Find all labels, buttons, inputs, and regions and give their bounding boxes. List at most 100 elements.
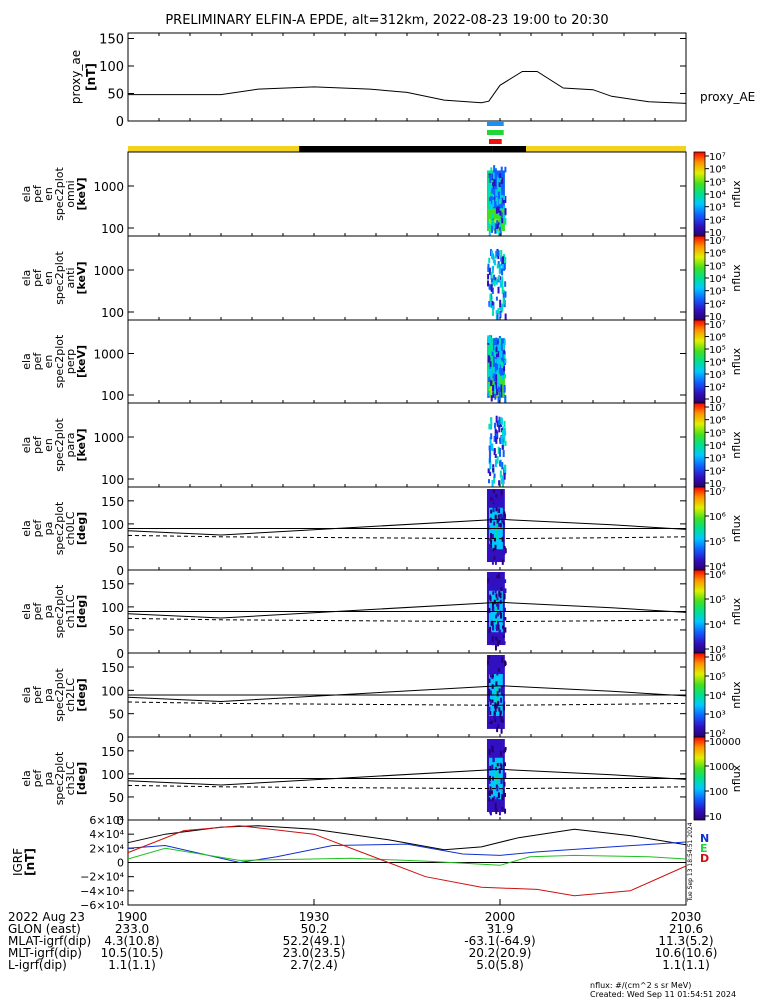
colorbar-label: nflux <box>730 764 743 792</box>
zone-bar-blue <box>486 121 504 126</box>
spectrogram-pixel <box>496 691 499 697</box>
spectrogram-pixel <box>490 352 493 357</box>
spectrogram-pixel <box>497 508 500 513</box>
spectrogram-pixel <box>493 476 496 484</box>
spectrogram-pixel <box>497 286 500 294</box>
spectrogram-pixel <box>489 462 492 470</box>
spectrogram-pixel <box>491 636 494 642</box>
igrf-side-label: Tue Sep 13 18:54:51 2024 <box>687 822 694 902</box>
spectrogram-pixel <box>499 470 502 478</box>
spectrogram-pixel <box>493 599 496 605</box>
spectrogram-pixel <box>503 472 506 480</box>
panel-ela_pef_pa_spec2plot_ch2LC: 050100150elapefpaspec2plotch2LC[deg]10²1… <box>20 652 743 745</box>
spectrogram-pixel <box>494 544 497 550</box>
bottom-row-value: 2.7(2.4) <box>290 958 338 972</box>
spectrogram-pixel <box>492 384 495 392</box>
antiloss-cone-line <box>127 701 687 706</box>
spectrogram-pixel <box>503 354 506 359</box>
spectrogram-pixel <box>488 688 491 695</box>
spectrogram-pixel <box>492 172 495 179</box>
spectrogram-pixel <box>504 440 507 446</box>
spectrogram-pixel <box>502 289 505 295</box>
spectrogram-pixel <box>503 593 506 600</box>
y-tick-label: 150 <box>101 745 124 759</box>
spectrogram-pixel <box>501 276 504 284</box>
colorbar-tick-label: 10⁷ <box>709 152 726 163</box>
spectrogram-pixel <box>498 275 501 281</box>
spectrogram-pixel <box>493 796 496 803</box>
spectrogram-pixel <box>497 222 500 228</box>
colorbar-tick-label: 10³ <box>709 370 726 381</box>
spectrogram-pixel <box>500 697 503 703</box>
spectrogram-pixel <box>488 267 491 276</box>
spectrogram-pixel <box>494 349 497 358</box>
y-tick-label: 1000 <box>93 180 124 194</box>
spectrogram-pixel <box>493 537 496 542</box>
sunlight-bar-2 <box>526 146 686 152</box>
spectrogram-pixel <box>504 281 507 287</box>
spectrogram-core <box>494 513 497 541</box>
panel-ylabel: pef <box>31 519 44 538</box>
spectrogram-pixel <box>491 305 494 310</box>
spectrogram-pixel <box>490 250 493 259</box>
spectrogram-pixel <box>492 661 495 667</box>
colorbar-tick-label: 10⁶ <box>709 653 726 664</box>
spectrogram-pixel <box>487 659 490 665</box>
spectrogram-pixel <box>498 185 501 192</box>
proxy-ae-tick-label: 50 <box>107 88 124 103</box>
panel-igrf: −6×10⁴−4×10⁴−2×10⁴02×10⁴4×10⁴6×10⁴NEDIGR… <box>11 814 709 912</box>
spectrogram-pixel <box>498 707 501 712</box>
spectrogram-pixel <box>500 685 503 691</box>
colorbar-tick-label: 10³ <box>709 287 726 298</box>
spectrogram-pixel <box>490 620 493 626</box>
spectrogram-pixel <box>504 579 507 584</box>
spectrogram-pixel <box>498 480 501 485</box>
spectrogram-pixel <box>503 205 506 210</box>
bottom-row-value: 11.3(5.2) <box>658 934 713 948</box>
y-tick-label: 150 <box>101 495 124 509</box>
spectrogram-pixel <box>490 271 493 279</box>
panel-ela_pef_en_spec2plot_para: 1001000elapefenspec2plotpara[keV]1010²10… <box>20 402 743 490</box>
y-tick-label: 50 <box>109 791 124 805</box>
spectrogram-pixel <box>493 373 496 382</box>
spectrogram-pixel <box>489 436 492 445</box>
spectrogram-pixel <box>488 283 491 290</box>
spectrogram-pixel <box>498 768 501 774</box>
colorbar-tick-label: 10⁷ <box>709 487 726 498</box>
spectrogram-pixel <box>504 808 507 814</box>
spectrogram-pixel <box>504 431 507 436</box>
spectrogram-pixel <box>494 358 497 363</box>
y-tick-label: 150 <box>101 578 124 592</box>
proxy-ae-tick-label: 100 <box>99 60 124 75</box>
spectrogram-pixel <box>500 384 503 392</box>
spectrogram-pixel <box>499 177 502 186</box>
bottom-row-value: 1.1(1.1) <box>108 958 156 972</box>
spectrogram-pixel <box>500 212 503 220</box>
spectrogram-pixel <box>491 684 494 689</box>
spectrogram-pixel <box>494 228 497 234</box>
igrf-ylabel: IGRF <box>11 848 25 876</box>
spectrogram-pixel <box>502 707 505 711</box>
colorbar-tick-label: 10⁵ <box>709 595 726 606</box>
spectrogram-pixel <box>500 764 503 770</box>
panel-ylabel: spec2plot <box>53 251 66 305</box>
spectrogram-pixel <box>488 357 491 362</box>
spectrogram-pixel <box>502 197 505 204</box>
spectrogram-pixel <box>497 211 500 216</box>
panel-ylabel: ch3LC <box>64 761 77 795</box>
panel-ylabel: [keV] <box>75 261 88 294</box>
panel-ylabel: ela <box>20 770 33 787</box>
panel-ylabel: pa <box>42 522 55 536</box>
proxy-ae-frame <box>127 32 687 122</box>
panel-ylabel: en <box>42 187 55 201</box>
spectrogram-pixel <box>495 228 498 234</box>
colorbar-label: nflux <box>730 347 743 375</box>
spectrogram-pixel <box>495 310 498 315</box>
panel-ylabel: pef <box>31 769 44 788</box>
panel-ylabel: en <box>42 355 55 369</box>
spectrogram-pixel <box>494 198 497 206</box>
colorbar-tick-label: 10² <box>709 466 726 477</box>
colorbar-tick-label: 10 <box>709 395 722 406</box>
spectrogram-pixel <box>491 480 494 488</box>
colorbar-label: nflux <box>730 514 743 542</box>
